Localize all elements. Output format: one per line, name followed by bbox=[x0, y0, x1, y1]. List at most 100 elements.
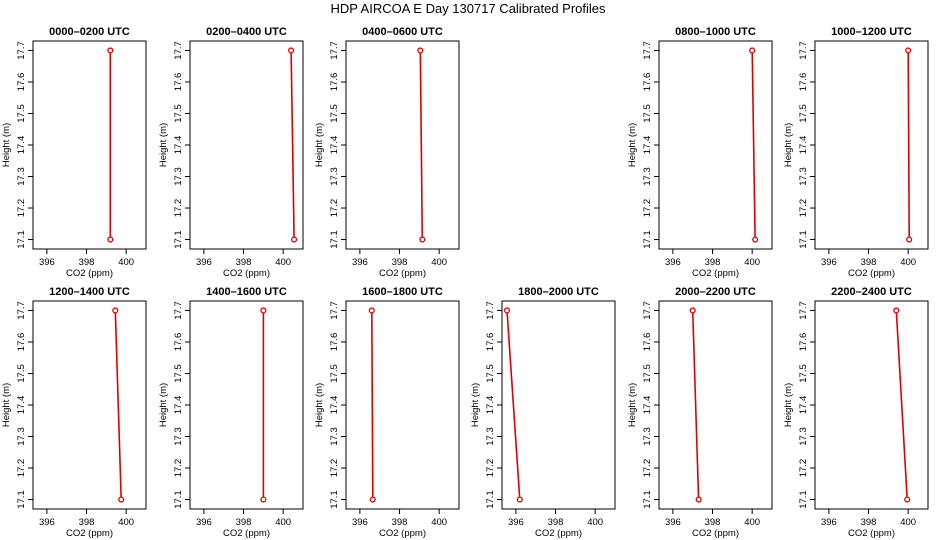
y-tick-label: 17.3 bbox=[329, 167, 340, 186]
x-tick-label: 398 bbox=[79, 257, 95, 268]
profile-point bbox=[107, 47, 114, 54]
x-tick-label: 400 bbox=[587, 517, 603, 528]
y-tick-label: 17.6 bbox=[16, 73, 27, 92]
y-tick-label: 17.7 bbox=[16, 41, 27, 60]
y-tick-label: 17.3 bbox=[642, 427, 653, 446]
x-tick-label: 398 bbox=[548, 517, 564, 528]
profile-point bbox=[516, 496, 523, 503]
y-tick-label: 17.2 bbox=[798, 459, 809, 478]
panel-title: 1000–1200 UTC bbox=[831, 26, 912, 38]
plot-frame bbox=[189, 300, 304, 510]
y-tick-label: 17.5 bbox=[485, 364, 496, 383]
x-tick-label: 396 bbox=[39, 257, 55, 268]
profile-panel: 1600–1800 UTC 396 398 400 CO2 (ppm) 17.1 17.2 1… bbox=[314, 286, 460, 539]
x-tick-label: 396 bbox=[39, 517, 55, 528]
x-tick-label: 398 bbox=[861, 517, 877, 528]
panel-title: 0200–0400 UTC bbox=[206, 26, 287, 38]
plot-frame bbox=[814, 40, 929, 250]
y-tick-label: 17.2 bbox=[16, 199, 27, 218]
y-tick-label: 17.6 bbox=[329, 333, 340, 352]
y-tick-label: 17.2 bbox=[173, 459, 184, 478]
panel-title: 1600–1800 UTC bbox=[362, 286, 443, 298]
x-axis-label: CO2 (ppm) bbox=[692, 528, 739, 539]
panel-title: 2200–2400 UTC bbox=[831, 286, 912, 298]
y-tick-label: 17.3 bbox=[485, 427, 496, 446]
panel-title: 1200–1400 UTC bbox=[49, 286, 130, 298]
y-tick-label: 17.5 bbox=[642, 104, 653, 123]
y-tick-label: 17.5 bbox=[16, 104, 27, 123]
y-axis-label: Height (m) bbox=[158, 383, 169, 427]
x-tick-label: 398 bbox=[392, 257, 408, 268]
x-tick-label: 400 bbox=[431, 257, 447, 268]
plot-frame bbox=[189, 40, 304, 250]
y-tick-label: 17.5 bbox=[173, 104, 184, 123]
x-tick-label: 396 bbox=[665, 257, 681, 268]
y-tick-label: 17.3 bbox=[642, 167, 653, 186]
y-tick-label: 17.1 bbox=[329, 230, 340, 249]
y-tick-label: 17.6 bbox=[16, 333, 27, 352]
y-tick-label: 17.2 bbox=[642, 459, 653, 478]
x-tick-label: 400 bbox=[118, 517, 134, 528]
x-tick-label: 400 bbox=[275, 257, 291, 268]
y-tick-label: 17.3 bbox=[16, 427, 27, 446]
y-tick-label: 17.7 bbox=[329, 301, 340, 320]
profile-line bbox=[895, 310, 908, 500]
profile-line bbox=[751, 50, 756, 240]
y-tick-label: 17.4 bbox=[173, 396, 184, 415]
panel-title: 0000–0200 UTC bbox=[49, 26, 130, 38]
y-tick-label: 17.4 bbox=[485, 396, 496, 415]
y-tick-label: 17.4 bbox=[798, 136, 809, 155]
profile-panel: 0800–1000 UTC 396 398 400 CO2 (ppm) 17.1 17.2 1… bbox=[627, 26, 773, 279]
y-tick-label: 17.7 bbox=[173, 301, 184, 320]
x-tick-label: 398 bbox=[392, 517, 408, 528]
y-tick-label: 17.6 bbox=[642, 73, 653, 92]
x-tick-label: 400 bbox=[118, 257, 134, 268]
y-tick-label: 17.4 bbox=[16, 136, 27, 155]
y-tick-label: 17.5 bbox=[798, 364, 809, 383]
x-tick-label: 396 bbox=[821, 517, 837, 528]
profile-panel: 1200–1400 UTC 396 398 400 CO2 (ppm) 17.1 17.2 1… bbox=[1, 286, 147, 539]
y-axis-label: Height (m) bbox=[158, 123, 169, 167]
profile-point bbox=[260, 496, 267, 503]
y-tick-label: 17.7 bbox=[173, 41, 184, 60]
y-tick-label: 17.5 bbox=[329, 364, 340, 383]
y-tick-label: 17.1 bbox=[173, 490, 184, 509]
x-tick-label: 396 bbox=[508, 517, 524, 528]
y-tick-label: 17.4 bbox=[329, 136, 340, 155]
y-tick-label: 17.1 bbox=[329, 490, 340, 509]
x-axis-label: CO2 (ppm) bbox=[66, 528, 113, 539]
y-tick-label: 17.5 bbox=[798, 104, 809, 123]
x-axis-label: CO2 (ppm) bbox=[535, 528, 582, 539]
x-tick-label: 396 bbox=[196, 517, 212, 528]
x-tick-label: 400 bbox=[275, 517, 291, 528]
profile-line bbox=[691, 310, 700, 500]
y-tick-label: 17.3 bbox=[798, 427, 809, 446]
profile-point bbox=[893, 307, 900, 314]
y-axis-label: Height (m) bbox=[783, 383, 794, 427]
x-tick-label: 398 bbox=[705, 517, 721, 528]
plot-frame bbox=[32, 40, 147, 250]
y-tick-label: 17.5 bbox=[642, 364, 653, 383]
profile-panel: 1000–1200 UTC 396 398 400 CO2 (ppm) 17.1 17.2 1… bbox=[783, 26, 929, 279]
x-tick-label: 400 bbox=[900, 517, 916, 528]
profile-point bbox=[695, 496, 702, 503]
figure-title: HDP AIRCOA E Day 130717 Calibrated Profi… bbox=[330, 1, 606, 16]
profile-point bbox=[749, 47, 756, 54]
y-tick-label: 17.1 bbox=[16, 230, 27, 249]
profile-point bbox=[752, 236, 759, 243]
profile-line bbox=[114, 310, 122, 500]
profile-point bbox=[107, 236, 114, 243]
x-axis-label: CO2 (ppm) bbox=[692, 268, 739, 279]
y-axis-label: Height (m) bbox=[1, 123, 12, 167]
x-axis-label: CO2 (ppm) bbox=[223, 528, 270, 539]
y-tick-label: 17.1 bbox=[485, 490, 496, 509]
y-tick-label: 17.7 bbox=[329, 41, 340, 60]
y-tick-label: 17.3 bbox=[173, 427, 184, 446]
profile-point bbox=[904, 496, 911, 503]
y-tick-label: 17.6 bbox=[798, 73, 809, 92]
y-axis-label: Height (m) bbox=[627, 383, 638, 427]
x-tick-label: 396 bbox=[352, 257, 368, 268]
y-axis-label: Height (m) bbox=[1, 383, 12, 427]
x-axis-label: CO2 (ppm) bbox=[223, 268, 270, 279]
